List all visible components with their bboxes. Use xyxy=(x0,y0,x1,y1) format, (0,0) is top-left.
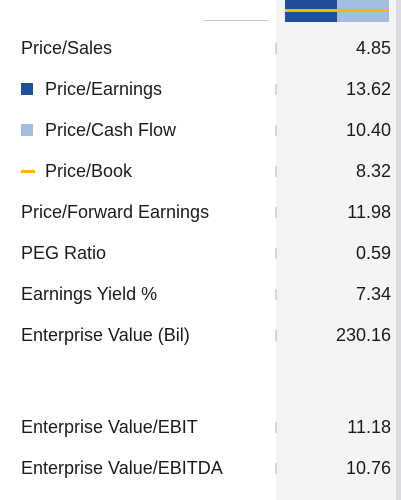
row-label: Price/Cash Flow xyxy=(45,120,177,140)
row-label: Price/Forward Earnings xyxy=(21,202,210,222)
row-label: Price/Sales xyxy=(21,38,113,58)
row-price-sales: Price/Sales 4.85 xyxy=(0,28,401,69)
row-tick xyxy=(275,43,277,54)
row-value: 13.62 xyxy=(345,79,391,99)
row-label: Enterprise Value/EBIT xyxy=(21,417,198,437)
row-tick xyxy=(275,248,277,259)
row-tick xyxy=(275,166,277,177)
scroll-edge[interactable] xyxy=(396,0,401,500)
row-value: 11.98 xyxy=(347,202,391,222)
row-label: Earnings Yield % xyxy=(21,284,158,304)
price-book-swatch xyxy=(285,9,389,12)
row-value: 11.18 xyxy=(347,417,391,437)
row-tick xyxy=(275,463,277,474)
row-price-book[interactable]: Price/Book 8.32 xyxy=(0,151,401,192)
row-peg-ratio: PEG Ratio 0.59 xyxy=(0,233,401,274)
row-label: Enterprise Value/EBITDA xyxy=(21,458,223,478)
row-tick xyxy=(275,330,277,341)
row-earnings-yield: Earnings Yield % 7.34 xyxy=(0,274,401,315)
row-value: 7.34 xyxy=(355,284,391,304)
row-value: 10.76 xyxy=(345,458,391,478)
row-ev-ebitda: Enterprise Value/EBITDA 10.76 xyxy=(0,448,401,489)
row-label: PEG Ratio xyxy=(21,243,107,263)
metric-values-panel[interactable] xyxy=(280,0,401,500)
light-blue-square-icon xyxy=(21,124,33,136)
row-label: Price/Book xyxy=(45,161,133,181)
metric-labels-panel xyxy=(0,0,276,500)
column-divider xyxy=(276,0,280,500)
column-header-chart-swatch[interactable] xyxy=(285,0,389,22)
row-value: 8.32 xyxy=(355,161,391,181)
row-tick xyxy=(275,125,277,136)
row-price-earnings[interactable]: Price/Earnings 13.62 xyxy=(0,69,401,110)
row-value: 230.16 xyxy=(335,325,391,345)
row-value: 10.40 xyxy=(345,120,391,140)
row-tick xyxy=(275,84,277,95)
row-tick xyxy=(275,422,277,433)
row-value: 0.59 xyxy=(355,243,391,263)
dark-blue-square-icon xyxy=(21,83,33,95)
row-value: 4.85 xyxy=(355,38,391,58)
header-underline xyxy=(204,20,268,21)
row-tick xyxy=(275,207,277,218)
row-price-forward-earnings: Price/Forward Earnings 11.98 xyxy=(0,192,401,233)
row-tick xyxy=(275,289,277,300)
yellow-line-icon xyxy=(21,170,35,173)
row-ev-ebit: Enterprise Value/EBIT 11.18 xyxy=(0,407,401,448)
row-enterprise-value: Enterprise Value (Bil) 230.16 xyxy=(0,315,401,356)
row-label: Price/Earnings xyxy=(45,79,163,99)
row-label: Enterprise Value (Bil) xyxy=(21,325,190,345)
row-price-cash-flow[interactable]: Price/Cash Flow 10.40 xyxy=(0,110,401,151)
